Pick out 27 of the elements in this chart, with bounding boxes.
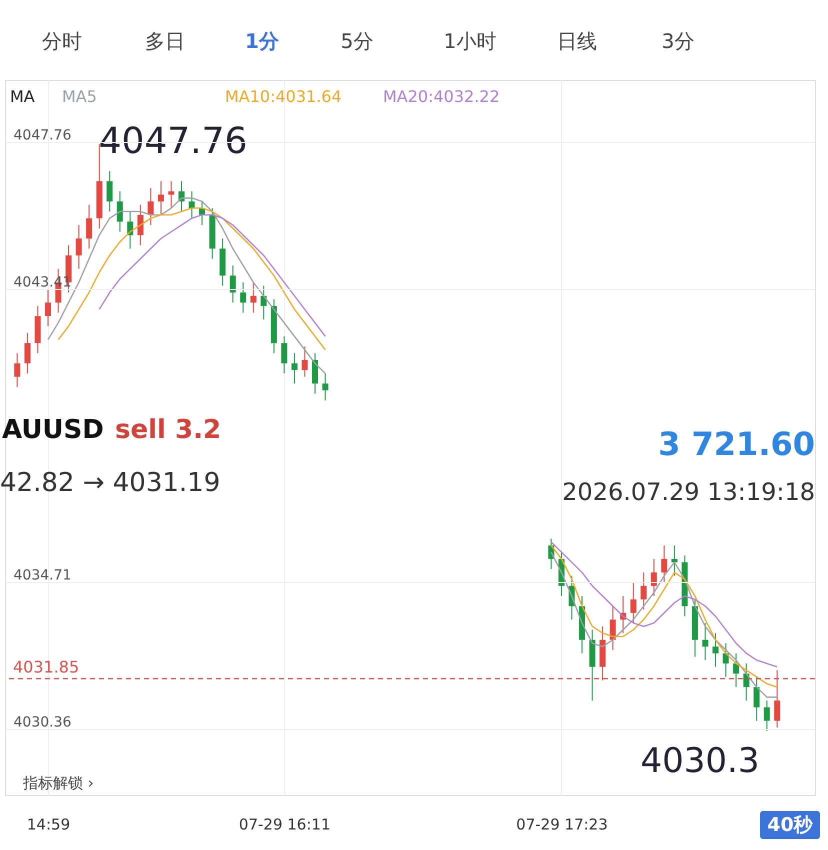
- annotation: AUUSD: [2, 415, 104, 445]
- annotation: 3 721.60: [658, 425, 815, 463]
- ref-line-label: 4031.85: [13, 658, 80, 677]
- y-tick-label: 4047.76: [14, 128, 72, 144]
- x-tick-label: 07-29 16:11: [238, 816, 330, 834]
- annotation: MA: [10, 87, 35, 106]
- y-tick-label: 4030.36: [14, 714, 72, 730]
- annotation: 指标解锁 ›: [22, 774, 94, 792]
- text: 分时: [42, 29, 82, 53]
- text: 日线: [557, 29, 597, 53]
- x-tick-label: 14:59: [26, 816, 70, 834]
- annotation: 4047.76: [98, 121, 248, 162]
- text: MA10:4031.64: [225, 87, 342, 106]
- annotation: sell 3.2: [115, 415, 222, 445]
- text: 5分: [340, 29, 374, 53]
- annotation: 2026.07.29 13:19:18: [562, 478, 815, 506]
- text: 多日: [145, 29, 185, 53]
- x-tick-label: 07-29 17:23: [516, 816, 608, 834]
- annotation: 4030.3: [640, 741, 760, 781]
- text: 3分: [662, 29, 694, 53]
- text: 1小时: [444, 29, 496, 53]
- annotation: 42.82 → 4031.19: [0, 468, 220, 498]
- text: 40秒: [767, 814, 814, 836]
- text: MA20:4032.22: [383, 87, 500, 106]
- text: 1分: [245, 29, 280, 53]
- y-tick-label: 4034.71: [14, 568, 72, 584]
- text: MA5: [62, 87, 97, 106]
